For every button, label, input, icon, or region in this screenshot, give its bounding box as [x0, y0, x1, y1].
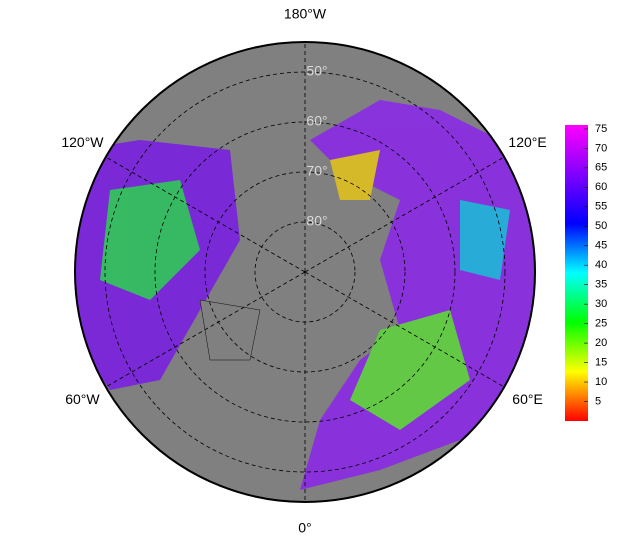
- latitude-circle: [104, 71, 506, 473]
- greenland: [199, 299, 261, 361]
- graticule: [104, 42, 506, 502]
- meridian-line: [105, 271, 306, 388]
- colorbar-tick-label: 65: [595, 162, 607, 174]
- map-border: [74, 41, 536, 503]
- colorbar-tick-label: 55: [595, 201, 607, 213]
- colorbar: 5 10 15 20 25 30 35 40 45 50 55 60 65 70 75: [565, 123, 607, 421]
- colorbar-tick-label: 15: [595, 356, 607, 368]
- colorbar-tick-label: 50: [595, 220, 607, 232]
- colorbar-scale: [565, 125, 588, 421]
- colorbar-tick-label: 10: [595, 376, 607, 388]
- colorbar-tick-label: 45: [595, 240, 607, 252]
- longitude-label: 120°E: [508, 134, 546, 150]
- colorbar-tick-label: 30: [595, 298, 607, 310]
- latitude-label: 60°: [306, 113, 327, 129]
- longitude-label: 180°W: [284, 6, 327, 22]
- land-field: [75, 100, 535, 490]
- land-patch: [330, 150, 380, 200]
- latitude-label: 50°: [306, 63, 327, 79]
- colorbar-tick-label: 60: [595, 181, 607, 193]
- meridian-line: [304, 156, 505, 273]
- meridian-line: [105, 156, 306, 273]
- land-patch: [460, 200, 510, 280]
- latitude-label: 70°: [306, 163, 327, 179]
- graticule-labels: 50° 60° 70° 80° 180°W 120°E 60°E 0° 60°W 120°W: [61, 6, 546, 536]
- colorbar-tick-label: 35: [595, 279, 607, 291]
- latitude-circle: [154, 121, 456, 423]
- colorbar-tick-label: 5: [595, 395, 601, 407]
- colorbar-tick-label: 20: [595, 337, 607, 349]
- longitude-label: 0°: [298, 520, 311, 536]
- longitude-label: 60°E: [512, 391, 543, 407]
- meridian-line: [304, 271, 505, 388]
- land-patch: [350, 310, 470, 430]
- longitude-label: 120°W: [61, 134, 104, 150]
- colorbar-tick-label: 75: [595, 123, 607, 135]
- colorbar-tick-label: 70: [595, 142, 607, 154]
- colorbar-tick-label: 25: [595, 318, 607, 330]
- land-patch: [100, 180, 200, 300]
- latitude-label: 80°: [306, 213, 327, 229]
- colorbar-tick-label: 40: [595, 259, 607, 271]
- longitude-label: 60°W: [65, 391, 100, 407]
